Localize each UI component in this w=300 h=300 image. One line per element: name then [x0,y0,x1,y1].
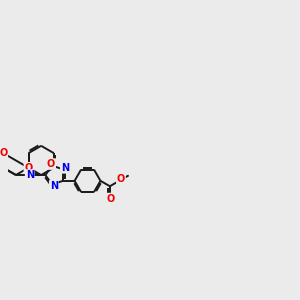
Text: N: N [61,163,69,173]
Text: O: O [106,194,115,204]
Text: N: N [50,181,58,191]
Text: O: O [47,159,55,169]
Text: O: O [117,174,125,184]
Text: O: O [0,148,7,158]
Text: N: N [26,170,34,180]
Text: O: O [24,163,33,173]
